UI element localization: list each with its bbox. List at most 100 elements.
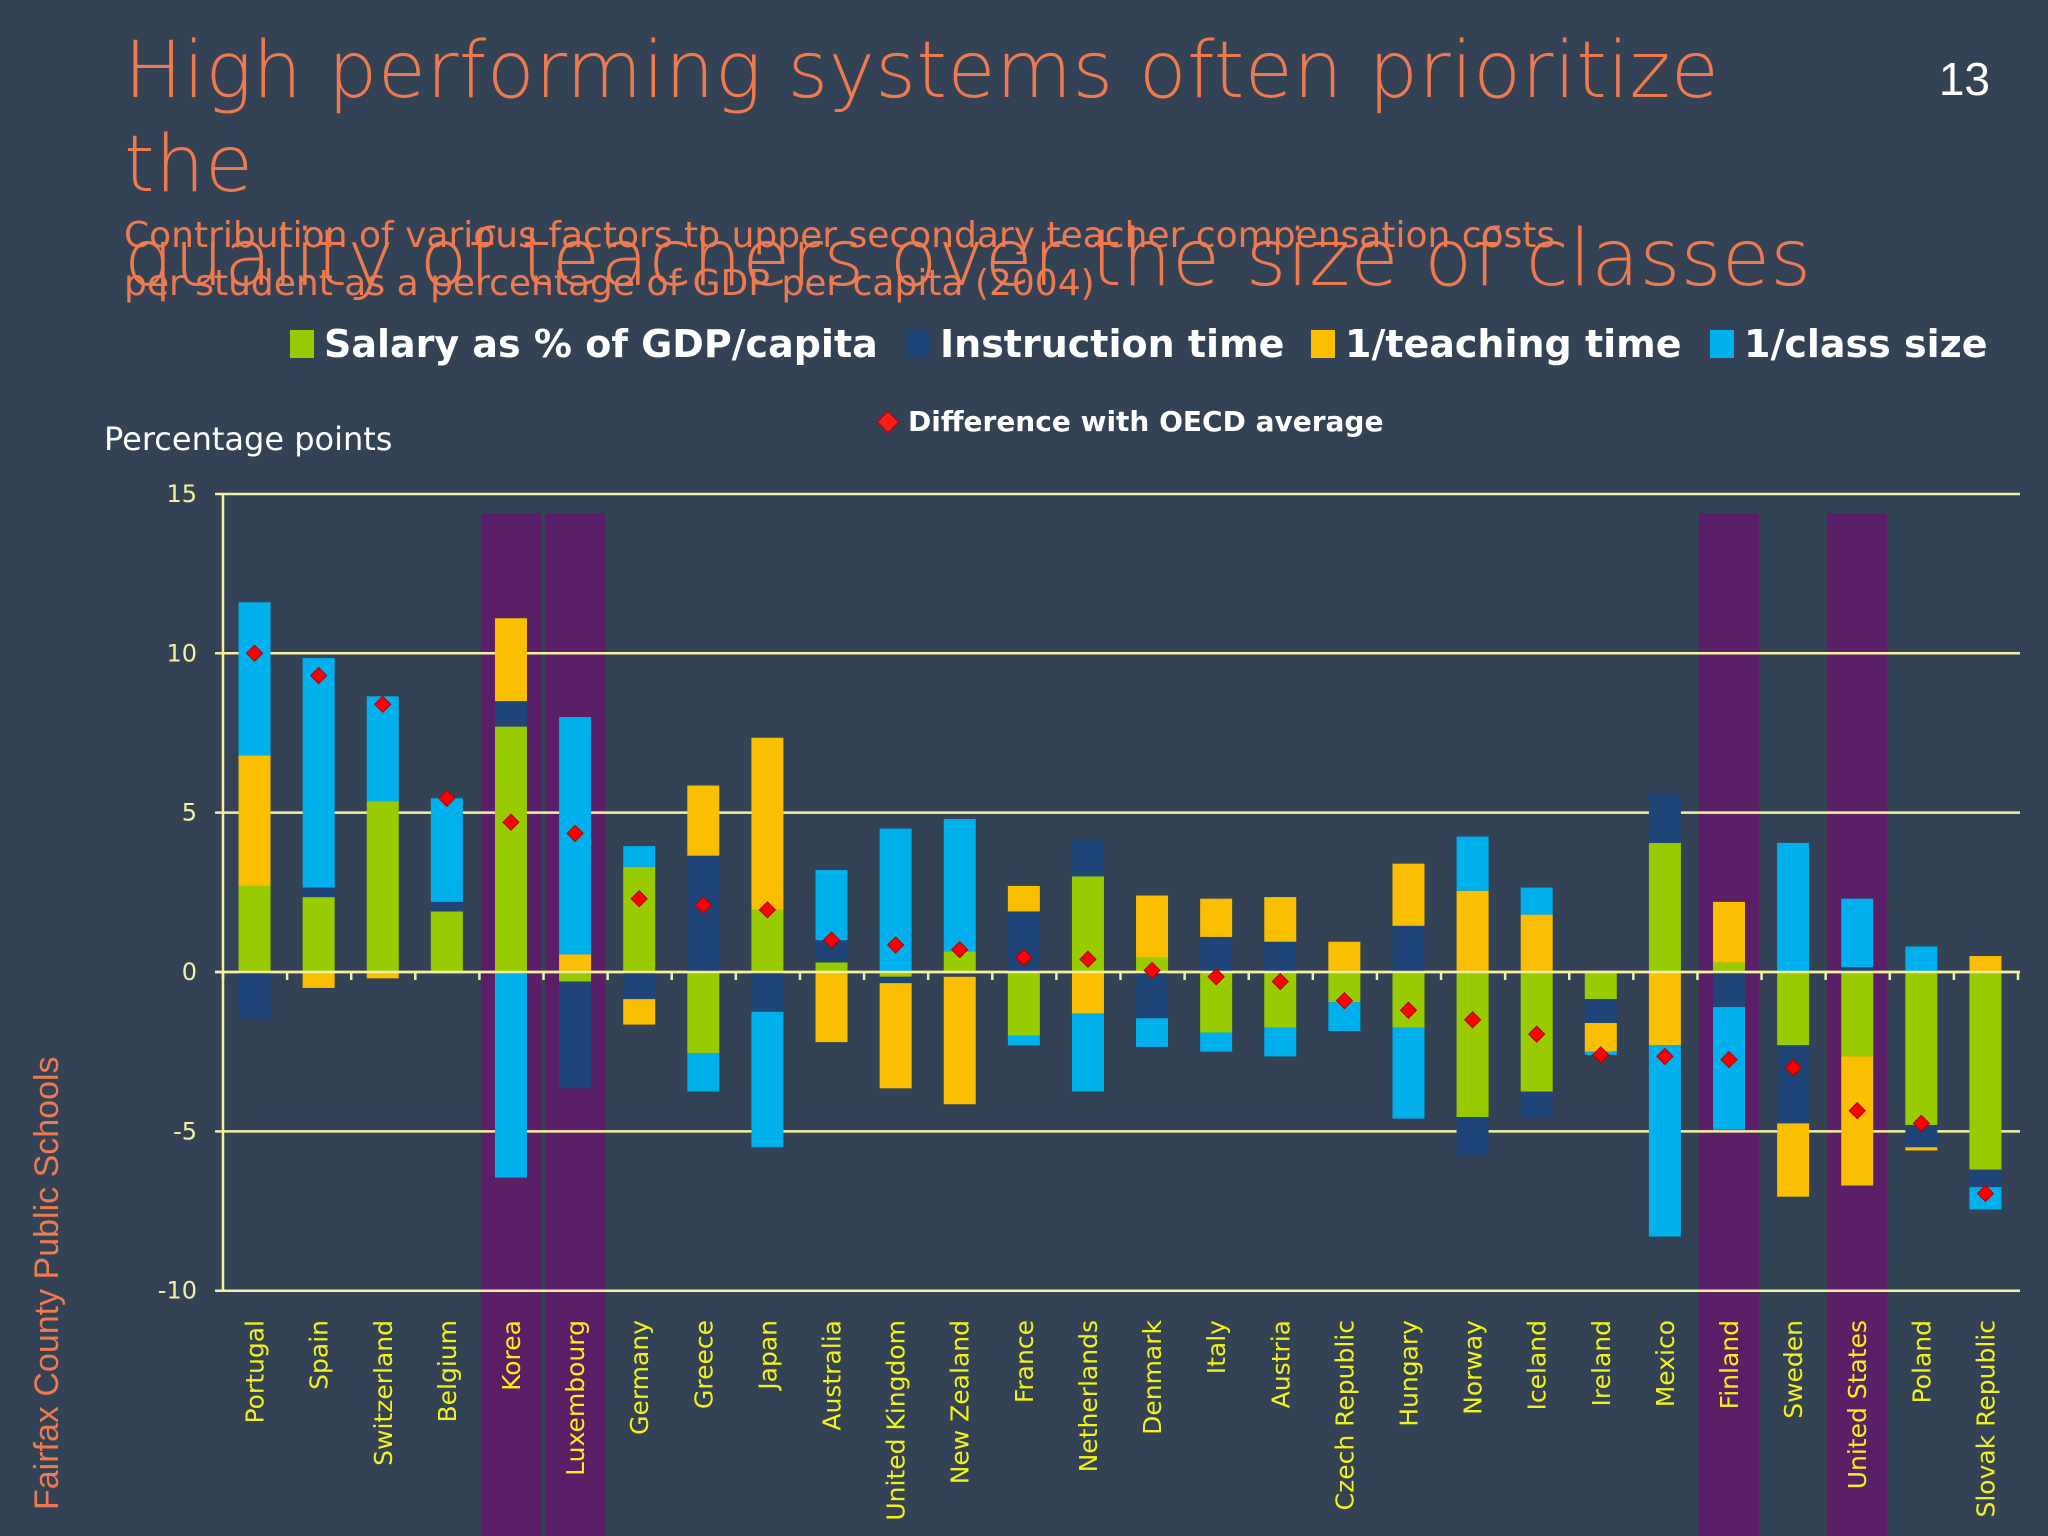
oecd-difference-marker [951, 940, 969, 959]
bar-segment-instruction [1969, 1169, 2002, 1188]
legend-label-oecd-difference: Difference with OECD average [908, 405, 1384, 438]
x-category-label: Germany [625, 1320, 654, 1435]
oecd-difference-marker [1463, 1011, 1482, 1029]
bar-segment-teaching [238, 755, 271, 886]
x-category-label: Australia [818, 1320, 847, 1431]
bar-segment-classsize [238, 602, 271, 756]
bar-segment-instruction [1200, 936, 1233, 972]
bar-segment-salary [623, 866, 656, 972]
bar-segment-salary [1713, 962, 1746, 972]
slide-title: High performing systems often prioritize… [124, 24, 1824, 306]
bar-segment-teaching [559, 954, 592, 972]
bar-segment-salary [430, 911, 463, 972]
bar-segment-teaching [1969, 956, 2002, 972]
bar-segment-classsize [751, 1011, 784, 1148]
bar-segment-classsize [943, 819, 976, 952]
bar-segment-instruction [1264, 941, 1297, 972]
bar-segment-classsize [302, 658, 335, 888]
bar-segment-teaching [687, 785, 720, 856]
bar-segment-salary [879, 972, 912, 977]
oecd-difference-marker [438, 789, 456, 808]
bar-segment-instruction [623, 972, 656, 1000]
bar-segment-salary [1905, 972, 1938, 1125]
y-axis-label: Percentage points [104, 420, 393, 458]
bar-segment-instruction [815, 940, 848, 963]
bar-segment-classsize [1713, 1007, 1746, 1130]
bar-segment-teaching [815, 972, 848, 1043]
legend-teaching: 1/teaching time [1311, 322, 1682, 366]
bar-segment-teaching [1007, 885, 1040, 912]
bar-segment-salary [751, 909, 784, 972]
bar-segment-salary [1584, 972, 1617, 1000]
subtitle-line-2: per student as a percentage of GDP per c… [124, 263, 1095, 304]
bar-segment-classsize [1648, 1045, 1681, 1237]
x-category-label: Belgium [433, 1320, 462, 1423]
legend-label-instruction: Instruction time [940, 322, 1285, 366]
bar-segment-teaching [623, 999, 656, 1025]
x-category-label: France [1010, 1320, 1039, 1403]
x-category-label: Luxembourg [561, 1320, 590, 1476]
bar-segment-teaching [1392, 863, 1425, 926]
legend-label-teaching: 1/teaching time [1345, 322, 1682, 366]
bar-segment-classsize [1392, 1027, 1425, 1119]
bar-segment-salary [1648, 842, 1681, 972]
oecd-difference-marker [886, 936, 905, 954]
bar-segment-teaching [1777, 1123, 1810, 1197]
bar-segment-classsize [366, 696, 399, 802]
legend-swatch-instruction [906, 330, 930, 358]
x-category-label: Spain [305, 1320, 334, 1390]
bar-segment-teaching [1328, 941, 1361, 972]
bar-segment-instruction [430, 901, 463, 912]
bar-segment-classsize [815, 870, 848, 941]
x-category-label: Poland [1907, 1320, 1936, 1403]
bar-segment-teaching [1713, 901, 1746, 963]
bar-segment-classsize [1071, 1013, 1104, 1092]
bar-segment-instruction [1777, 1045, 1810, 1124]
slide-number: 13 [1938, 53, 1990, 105]
oecd-difference-marker [1912, 1114, 1931, 1133]
bar-segment-instruction [751, 972, 784, 1012]
oecd-difference-marker [758, 901, 777, 919]
bar-segment-salary [1456, 972, 1489, 1118]
oecd-difference-marker [1784, 1058, 1802, 1077]
oecd-difference-marker [1527, 1025, 1546, 1043]
x-category-label: Czech Republic [1330, 1320, 1359, 1510]
legend-classsize: 1/class size [1710, 322, 1988, 366]
x-category-label: Mexico [1651, 1320, 1680, 1407]
x-category-label: New Zealand [946, 1320, 975, 1484]
bar-segment-classsize [1136, 1018, 1169, 1047]
x-category-label: Hungary [1394, 1320, 1423, 1427]
oecd-difference-marker [822, 931, 841, 949]
bar-segment-teaching [366, 972, 399, 979]
oecd-difference-marker [1335, 991, 1354, 1010]
bar-segment-classsize [1905, 946, 1938, 972]
legend-instruction: Instruction time [906, 322, 1284, 366]
oecd-difference-marker [374, 695, 392, 713]
bar-segment-salary [302, 897, 335, 972]
bar-segment-instruction [1584, 999, 1617, 1023]
category-labels: Portugal Spain Switzerland Belgium Korea Luxe… [241, 1319, 2001, 1520]
legend-swatch-salary [290, 330, 314, 358]
bar-segment-salary [687, 972, 720, 1054]
legend-swatch-classsize [1710, 330, 1734, 358]
oecd-difference-marker [1720, 1050, 1738, 1069]
oecd-difference-marker [309, 666, 328, 685]
bar-segment-classsize [1520, 887, 1553, 915]
oecd-difference-marker [1143, 961, 1161, 980]
bar-segment-instruction [1071, 839, 1104, 877]
bar-segment-classsize [1007, 1035, 1040, 1046]
bar-segment-teaching [1071, 972, 1104, 1014]
bar-segment-classsize [430, 798, 463, 902]
oecd-difference-marker [245, 644, 264, 663]
bar-segment-salary [366, 801, 399, 972]
legend-oecd-difference: Difference with OECD average [876, 405, 1384, 438]
bars [238, 602, 2002, 1237]
bar-segment-teaching [494, 618, 527, 702]
x-category-label: Sweden [1779, 1320, 1808, 1419]
bar-segment-teaching [943, 976, 976, 1105]
bar-segment-classsize [623, 846, 656, 867]
y-tick-label: -5 [173, 1117, 197, 1145]
bar-segment-instruction [494, 701, 527, 727]
oecd-difference-marker [1207, 968, 1225, 986]
